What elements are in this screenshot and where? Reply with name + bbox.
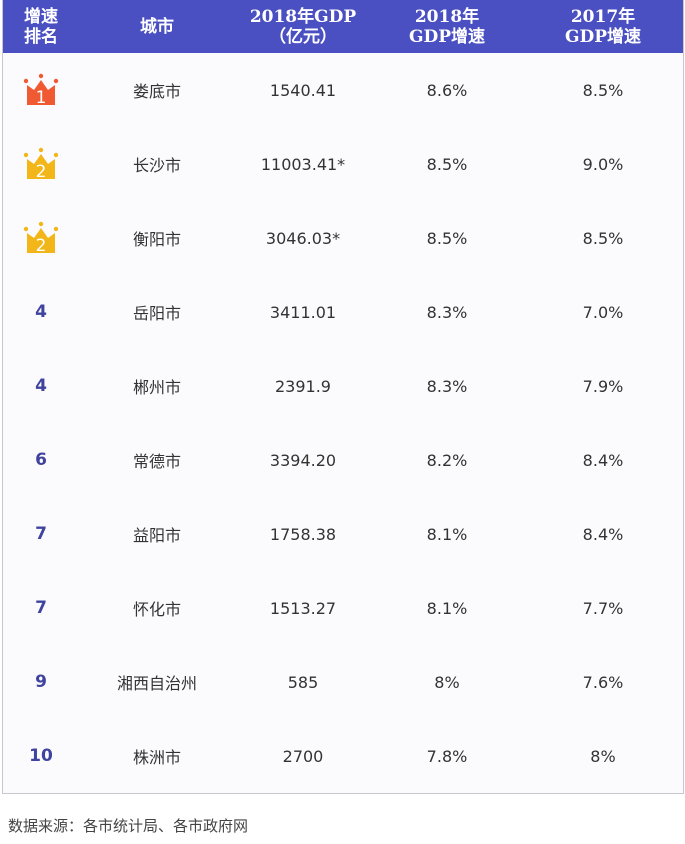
city-cell: 怀化市 <box>132 600 181 619</box>
city-cell: 湘西自治州 <box>116 674 197 693</box>
rank-cell: 7 <box>3 524 79 544</box>
growth-2017-cell: 7.6% <box>582 672 624 692</box>
rank-number: 7 <box>35 598 47 618</box>
growth-2018-cell: 7.8% <box>426 746 468 766</box>
rank-cell: 10 <box>3 746 79 766</box>
city-cell: 常德市 <box>132 452 181 471</box>
table-row: 4 郴州市 2391.9 8.3% 7.9% <box>3 349 683 423</box>
table-row: 10 株洲市 2700 7.8% 8% <box>3 719 683 793</box>
rank-cell: 2 <box>3 221 79 255</box>
growth-2018-cell: 8.5% <box>426 154 468 174</box>
city-cell: 长沙市 <box>132 156 181 175</box>
growth-2018-cell: 8.5% <box>426 228 468 248</box>
growth-2018-cell: 8.3% <box>426 302 468 322</box>
table-row: 2 长沙市 11003.41* 8.5% 9.0% <box>3 127 683 201</box>
table-body: 1 娄底市 1540.41 8.6% 8.5% 2 长沙市 11003.41* … <box>3 53 683 793</box>
gdp-table: 增速 排名 城市 2018年GDP （亿元） 2018年 GDP增速 2017年… <box>2 0 684 794</box>
city-cell: 益阳市 <box>132 526 181 545</box>
rank-cell: 9 <box>3 672 79 692</box>
growth-2017-cell: 8.5% <box>582 80 624 100</box>
rank-number: 10 <box>29 746 53 766</box>
city-cell: 岳阳市 <box>132 304 181 323</box>
growth-2018-cell: 8.1% <box>426 524 468 544</box>
rank-number: 4 <box>35 376 47 396</box>
table-row: 6 常德市 3394.20 8.2% 8.4% <box>3 423 683 497</box>
header-growth-2018: 2018年 GDP增速 <box>408 6 486 47</box>
source-note: 数据来源：各市统计局、各市政府网 <box>8 817 249 835</box>
svg-text:2: 2 <box>36 162 47 181</box>
rank-number: 7 <box>35 524 47 544</box>
growth-2017-cell: 8% <box>590 746 616 766</box>
growth-2018-cell: 8.2% <box>426 450 468 470</box>
growth-2018-cell: 8% <box>434 672 460 692</box>
svg-text:2: 2 <box>36 236 47 255</box>
header-rank: 增速 排名 <box>24 6 58 47</box>
city-cell: 郴州市 <box>132 378 181 397</box>
header-gdp: 2018年GDP （亿元） <box>249 6 357 47</box>
growth-2017-cell: 8.4% <box>582 450 624 470</box>
rank-cell: 2 <box>3 147 79 181</box>
table-row: 2 衡阳市 3046.03* 8.5% 8.5% <box>3 201 683 275</box>
gdp-cell: 11003.41* <box>260 154 346 174</box>
rank-number: 4 <box>35 302 47 322</box>
gdp-cell: 2700 <box>282 746 324 766</box>
gold-crown-icon: 2 <box>23 147 59 181</box>
table-row: 1 娄底市 1540.41 8.6% 8.5% <box>3 53 683 127</box>
svg-text:1: 1 <box>36 88 47 107</box>
table-row: 4 岳阳市 3411.01 8.3% 7.0% <box>3 275 683 349</box>
growth-2017-cell: 8.4% <box>582 524 624 544</box>
gdp-cell: 3411.01 <box>269 302 337 322</box>
gdp-cell: 3394.20 <box>269 450 337 470</box>
growth-2017-cell: 8.5% <box>582 228 624 248</box>
gdp-cell: 1758.38 <box>269 524 337 544</box>
gdp-cell: 1540.41 <box>269 80 337 100</box>
gdp-cell: 2391.9 <box>275 376 331 396</box>
header-growth-2017: 2017年 GDP增速 <box>564 6 642 47</box>
gdp-cell: 3046.03* <box>265 228 341 248</box>
growth-2017-cell: 7.0% <box>582 302 624 322</box>
table-row: 9 湘西自治州 585 8% 7.6% <box>3 645 683 719</box>
city-cell: 衡阳市 <box>132 230 181 249</box>
gold-crown-icon: 2 <box>23 221 59 255</box>
rank-cell: 6 <box>3 450 79 470</box>
rank-cell: 7 <box>3 598 79 618</box>
header-city: 城市 <box>140 16 174 37</box>
rank-number: 6 <box>35 450 47 470</box>
growth-2018-cell: 8.1% <box>426 598 468 618</box>
rank-cell: 4 <box>3 376 79 396</box>
rank-number: 9 <box>35 672 47 692</box>
growth-2017-cell: 9.0% <box>582 154 624 174</box>
gdp-cell: 585 <box>287 672 319 692</box>
growth-2018-cell: 8.6% <box>426 80 468 100</box>
growth-2017-cell: 7.9% <box>582 376 624 396</box>
table-row: 7 怀化市 1513.27 8.1% 7.7% <box>3 571 683 645</box>
gdp-cell: 1513.27 <box>269 598 337 618</box>
city-cell: 娄底市 <box>132 82 181 101</box>
city-cell: 株洲市 <box>132 748 181 767</box>
table-header: 增速 排名 城市 2018年GDP （亿元） 2018年 GDP增速 2017年… <box>3 0 683 53</box>
rank-cell: 1 <box>3 73 79 107</box>
table-row: 7 益阳市 1758.38 8.1% 8.4% <box>3 497 683 571</box>
red-crown-icon: 1 <box>23 73 59 107</box>
growth-2018-cell: 8.3% <box>426 376 468 396</box>
growth-2017-cell: 7.7% <box>582 598 624 618</box>
rank-cell: 4 <box>3 302 79 322</box>
